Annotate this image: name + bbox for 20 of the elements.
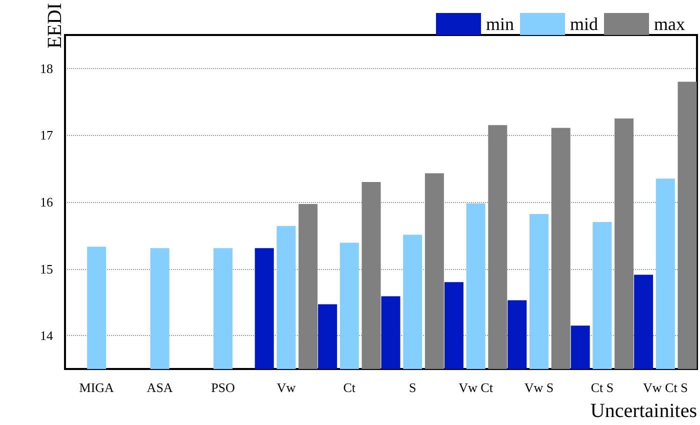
x-tick-label: Ct: [343, 380, 356, 395]
legend-label: max: [654, 14, 686, 34]
x-axis-title: Uncertainites: [590, 400, 698, 422]
x-tick-label: PSO: [211, 380, 235, 395]
x-tick-label: Vw: [276, 380, 296, 395]
y-tick-label: 16: [40, 194, 54, 210]
y-tick-label: 18: [40, 60, 53, 76]
x-tick-label: Vw Ct: [458, 380, 494, 395]
x-tick-label: Vw S: [524, 380, 554, 395]
x-tick-label: ASA: [146, 380, 174, 395]
x-tick-label: Ct S: [590, 380, 614, 395]
y-axis-title: EEDI: [44, 3, 66, 49]
x-tick-label: MIGA: [79, 380, 115, 395]
y-tick-label: 15: [40, 261, 53, 276]
legend-label: mid: [570, 14, 598, 34]
x-tick-label: Vw Ct S: [643, 380, 688, 395]
x-tick-label: S: [408, 380, 416, 395]
y-tick-label: 17: [40, 128, 54, 143]
y-tick-label: 14: [40, 328, 54, 344]
legend-label: min: [486, 14, 514, 34]
